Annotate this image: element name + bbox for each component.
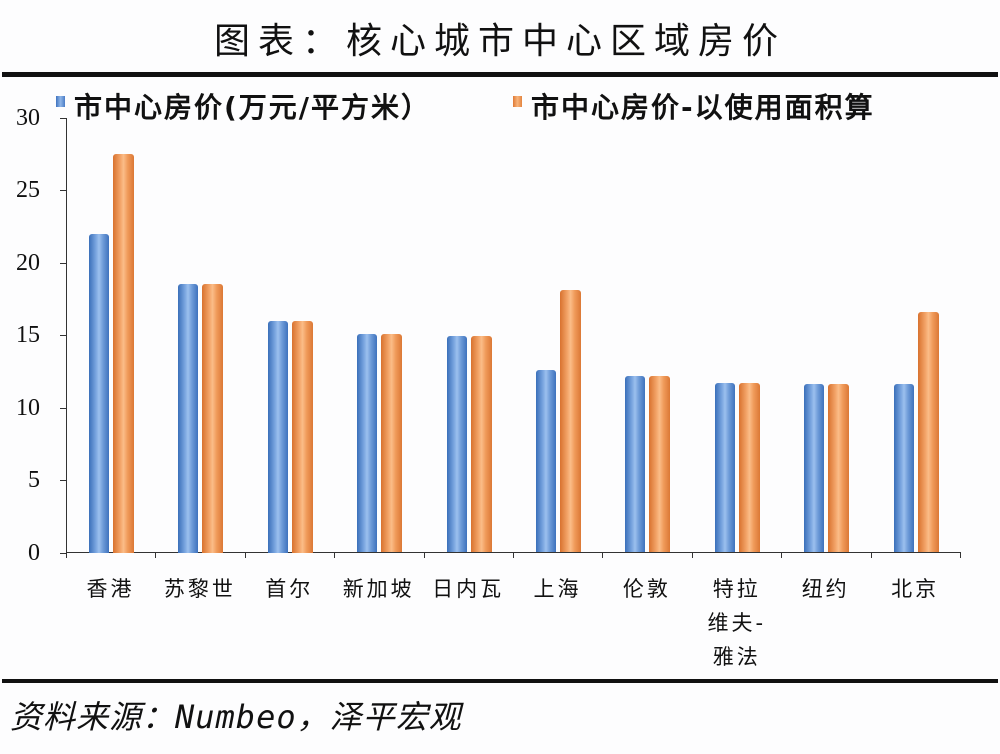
legend-item-series2: 市中心房价-以使用面积算	[513, 88, 875, 124]
bottom-rule	[2, 679, 998, 683]
legend-item-series1: 市中心房价(万元/平方米）	[56, 88, 431, 124]
x-tick	[334, 552, 336, 558]
bar-series2	[291, 320, 313, 553]
x-tick-label: 苏黎世	[163, 577, 236, 601]
bar-series2	[470, 336, 492, 553]
y-tick-label: 0	[28, 539, 40, 566]
y-tick	[60, 190, 66, 191]
chart-title: 图表：核心城市中心区域房价	[213, 21, 786, 62]
x-tick	[960, 552, 961, 558]
y-tick	[60, 407, 66, 409]
y-tick	[60, 262, 66, 264]
x-tick	[870, 552, 872, 558]
bar-series1	[893, 384, 914, 553]
legend-swatch-orange-icon	[513, 95, 522, 107]
x-tick-label: 新加坡	[342, 577, 415, 601]
y-tick	[60, 552, 66, 554]
y-tick-label: 25	[16, 177, 40, 203]
y-tick-label: 20	[16, 249, 40, 276]
x-tick	[602, 552, 604, 558]
x-tick-label: 上海	[533, 577, 582, 601]
bar-series2	[828, 384, 850, 553]
x-tick	[66, 552, 67, 558]
y-tick	[60, 335, 66, 336]
x-tick-label: 首尔	[265, 577, 314, 601]
bar-series2	[649, 375, 671, 553]
bar-series1	[446, 336, 467, 553]
y-tick	[60, 480, 66, 481]
bar-series1	[804, 384, 825, 553]
x-tick-label: 纽约	[801, 577, 850, 601]
bar-series2	[917, 311, 939, 553]
x-tick	[513, 552, 514, 558]
y-axis	[66, 118, 67, 553]
top-rule	[2, 72, 998, 77]
x-tick-label: 香港	[86, 577, 135, 601]
x-tick-label: 伦敦	[622, 577, 671, 601]
x-tick	[423, 552, 425, 558]
bar-series2	[202, 284, 224, 553]
bar-series1	[714, 382, 735, 553]
x-tick	[781, 552, 783, 558]
legend-swatch-blue-icon	[56, 95, 65, 107]
x-tick-label: 北京	[891, 577, 940, 601]
x-tick	[155, 552, 157, 558]
x-tick-label: 日内瓦	[432, 577, 505, 601]
legend-label-series2: 市中心房价-以使用面积算	[531, 91, 875, 124]
x-tick	[244, 552, 246, 558]
y-tick-label: 30	[16, 104, 40, 131]
source-note: 资料来源：Numbeo，泽平宏观	[10, 698, 462, 736]
y-tick-label: 15	[16, 322, 40, 348]
bar-series2	[738, 382, 760, 553]
bar-series1	[625, 375, 646, 553]
bar-series1	[178, 284, 199, 553]
bar-series2	[113, 153, 134, 553]
bar-series1	[267, 320, 288, 553]
y-tick	[60, 117, 66, 119]
y-tick-label: 10	[16, 394, 40, 421]
bar-series2	[560, 290, 581, 553]
bar-series1	[357, 333, 378, 553]
legend-label-series1: 市中心房价(万元/平方米）	[74, 91, 432, 124]
bar-series1	[89, 233, 109, 553]
x-tick-label: 特拉维夫-雅法	[707, 577, 767, 669]
bar-series1	[536, 369, 556, 553]
bar-series2	[381, 333, 403, 553]
y-tick-label: 5	[28, 467, 40, 493]
x-tick	[691, 552, 693, 558]
